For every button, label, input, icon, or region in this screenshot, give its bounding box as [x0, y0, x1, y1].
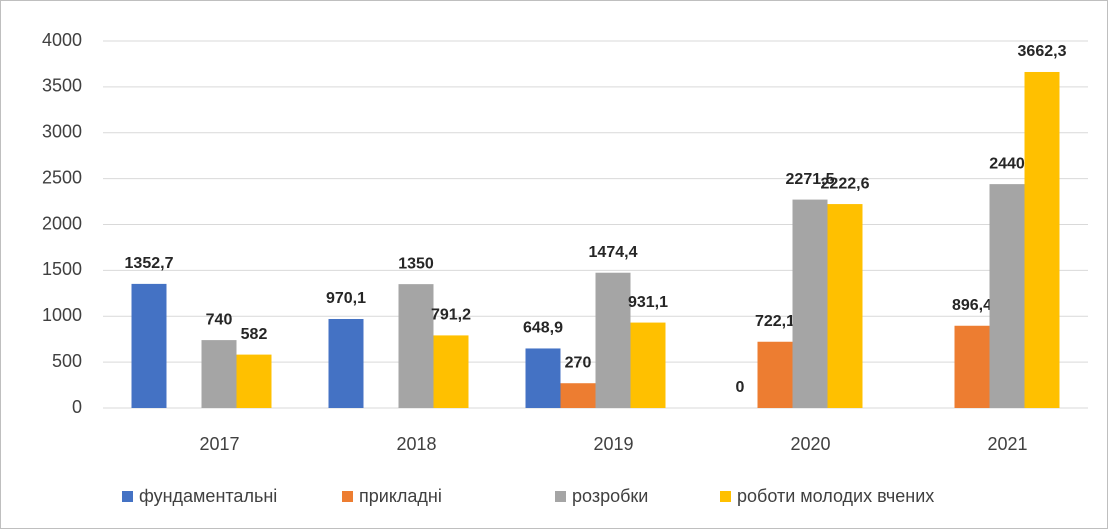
value-label: 582 [241, 326, 268, 343]
bar [827, 204, 863, 408]
x-tick-label: 2021 [987, 434, 1027, 454]
value-label: 1352,7 [125, 255, 174, 272]
value-label: 648,9 [523, 320, 563, 337]
legend-swatch [555, 491, 566, 502]
bar [630, 322, 666, 408]
legend-swatch [720, 491, 731, 502]
x-tick-label: 2019 [593, 434, 633, 454]
y-tick-label: 2500 [42, 167, 82, 187]
bar [792, 199, 828, 408]
value-label: 896,4 [952, 297, 992, 314]
bar [398, 284, 434, 408]
value-label: 931,1 [628, 294, 668, 311]
value-label: 2440 [989, 155, 1025, 172]
y-tick-label: 500 [52, 351, 82, 371]
value-label: 791,2 [431, 307, 471, 324]
legend-label: роботи молодих вчених [737, 486, 934, 506]
value-label: 270 [565, 354, 592, 371]
y-tick-label: 3500 [42, 76, 82, 96]
bar [989, 184, 1025, 408]
y-tick-label: 2000 [42, 213, 82, 233]
bar [954, 325, 990, 408]
x-tick-label: 2018 [396, 434, 436, 454]
bar [433, 335, 469, 408]
bar [757, 341, 793, 408]
value-label: 3662,3 [1018, 43, 1067, 60]
bar [236, 354, 272, 408]
value-label: 970,1 [326, 290, 366, 307]
legend-swatch [342, 491, 353, 502]
value-label: 1350 [398, 255, 434, 272]
bar [201, 340, 237, 408]
y-tick-label: 3000 [42, 122, 82, 142]
y-tick-label: 1000 [42, 305, 82, 325]
value-label: 740 [206, 311, 233, 328]
bar [595, 272, 631, 408]
value-label: 0 [736, 379, 745, 396]
legend-swatch [122, 491, 133, 502]
legend-label: фундаментальні [139, 486, 277, 506]
value-label: 722,1 [755, 313, 795, 330]
bar [328, 318, 364, 408]
bar [1024, 71, 1060, 408]
value-label: 1474,4 [589, 244, 638, 261]
y-tick-label: 1500 [42, 259, 82, 279]
bar [131, 283, 167, 408]
value-label: 2222,6 [821, 175, 870, 192]
value-label: 2271,5 [786, 171, 835, 188]
legend-label: розробки [572, 486, 648, 506]
legend-label: прикладні [359, 486, 442, 506]
y-tick-label: 0 [72, 397, 82, 417]
bar [525, 348, 561, 408]
x-tick-label: 2017 [199, 434, 239, 454]
bar [560, 383, 596, 408]
x-tick-label: 2020 [790, 434, 830, 454]
y-tick-label: 4000 [42, 30, 82, 50]
